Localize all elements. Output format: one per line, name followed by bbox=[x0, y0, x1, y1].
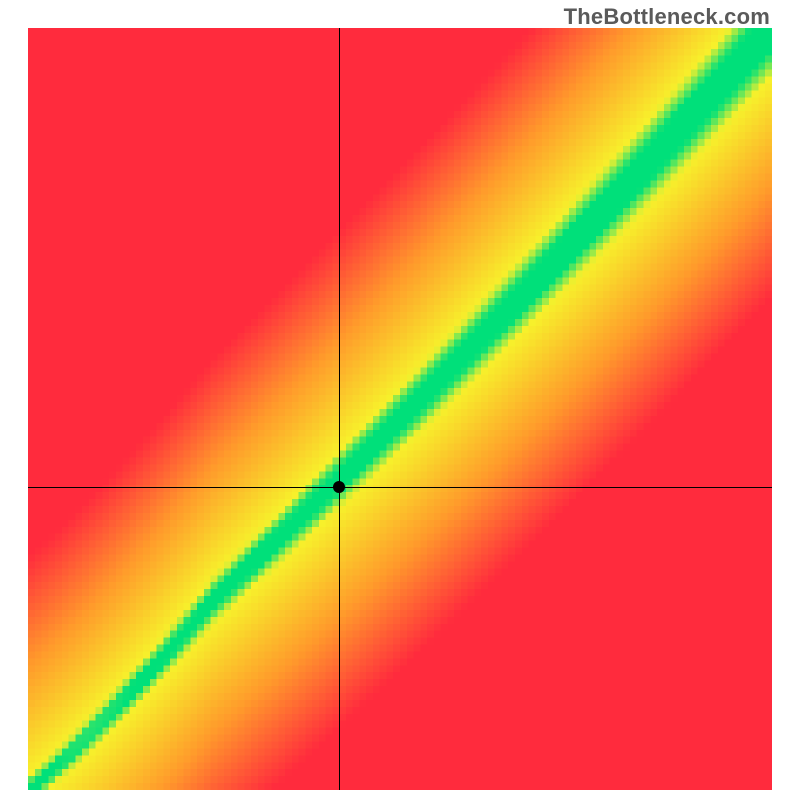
crosshair-marker bbox=[333, 481, 345, 493]
crosshair-vertical bbox=[339, 28, 340, 790]
crosshair-horizontal bbox=[28, 487, 772, 488]
heatmap-svg bbox=[28, 28, 772, 790]
bottleneck-heatmap bbox=[28, 28, 772, 790]
attribution-text: TheBottleneck.com bbox=[564, 4, 770, 30]
